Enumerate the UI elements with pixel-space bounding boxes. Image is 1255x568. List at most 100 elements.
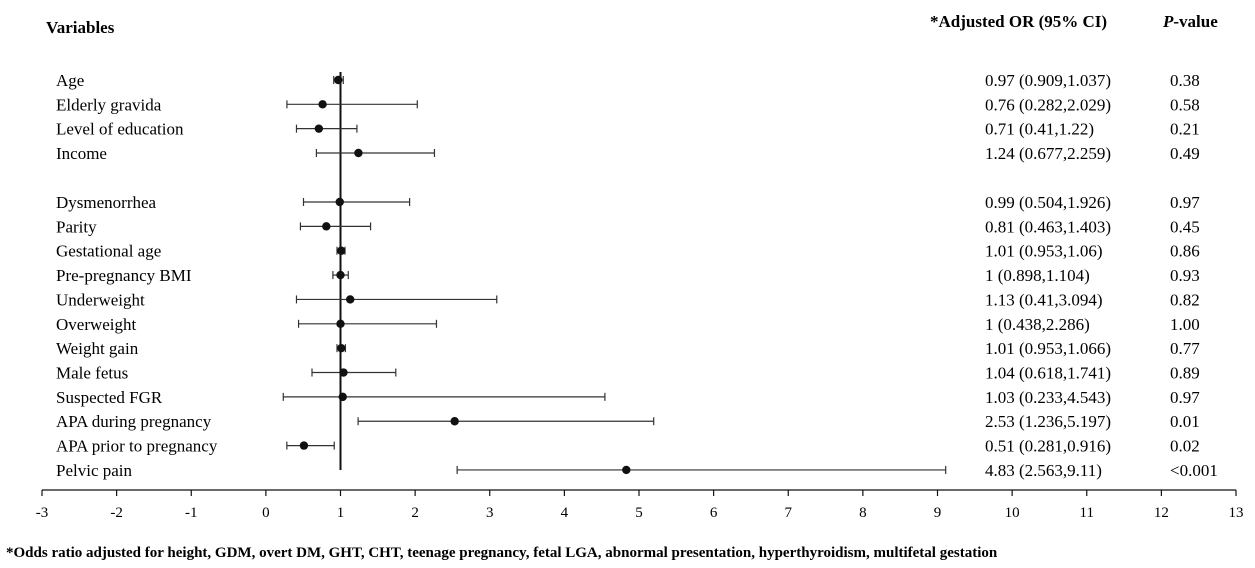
forest-row: Male fetus 1.04 (0.618,1.741) 0.89	[56, 364, 1200, 383]
forest-row: APA prior to pregnancy 0.51 (0.281,0.916)…	[56, 437, 1200, 456]
header-p-rest: -value	[1173, 12, 1218, 31]
forest-row: Age 0.97 (0.909,1.037) 0.38	[56, 71, 1200, 90]
x-tick-label: 11	[1080, 505, 1094, 521]
or-ci-text: 1.04 (0.618,1.741)	[985, 364, 1111, 383]
forest-row: Suspected FGR 1.03 (0.233,4.543) 0.97	[56, 388, 1200, 407]
or-point	[318, 100, 327, 109]
or-ci-text: 1.01 (0.953,1.066)	[985, 339, 1111, 358]
p-value-text: 0.97	[1170, 388, 1200, 407]
p-value-text: 0.58	[1170, 95, 1200, 114]
or-ci-text: 0.81 (0.463,1.403)	[985, 217, 1111, 236]
footnote: *Odds ratio adjusted for height, GDM, ov…	[6, 545, 998, 561]
p-value-text: 0.97	[1170, 193, 1200, 212]
forest-row: Pre-pregnancy BMI 1 (0.898,1.104) 0.93	[56, 266, 1200, 285]
x-tick-label: 1	[337, 505, 345, 521]
forest-row: Elderly gravida 0.76 (0.282,2.029) 0.58	[56, 95, 1200, 114]
or-point	[314, 124, 324, 133]
or-ci-text: 1.03 (0.233,4.543)	[985, 388, 1111, 407]
x-tick-label: 9	[934, 505, 942, 521]
row-label: Parity	[56, 217, 97, 236]
p-value-text: 0.86	[1170, 242, 1200, 261]
forest-row: Pelvic pain 4.83 (2.563,9.11) <0.001	[56, 461, 1218, 480]
or-point	[346, 295, 355, 304]
or-ci-text: 0.51 (0.281,0.916)	[985, 437, 1111, 456]
row-label: APA during pregnancy	[56, 412, 212, 431]
or-point	[335, 197, 344, 207]
row-label: Underweight	[56, 290, 145, 309]
row-label: Level of education	[56, 120, 184, 139]
p-value-text: 0.02	[1170, 437, 1200, 456]
forest-row: Level of education 0.71 (0.41,1.22) 0.21	[56, 120, 1200, 139]
or-point	[337, 246, 346, 255]
x-tick-label: 2	[411, 505, 419, 521]
or-point	[622, 465, 631, 475]
header-p-value: P-value	[1162, 12, 1218, 31]
p-value-text: 0.77	[1170, 339, 1200, 358]
row-label: Pelvic pain	[56, 461, 133, 480]
header-adjusted-or: *Adjusted OR (95% CI)	[930, 12, 1107, 31]
p-value-text: 0.01	[1170, 412, 1200, 431]
or-ci-text: 1.24 (0.677,2.259)	[985, 144, 1111, 163]
x-tick-label: 0	[262, 505, 270, 521]
x-tick-label: 7	[785, 505, 793, 521]
forest-row: Weight gain 1.01 (0.953,1.066) 0.77	[56, 339, 1200, 358]
or-point	[334, 75, 343, 85]
or-ci-text: 0.97 (0.909,1.037)	[985, 71, 1111, 90]
row-label: Male fetus	[56, 364, 128, 383]
row-label: APA prior to pregnancy	[56, 437, 218, 456]
or-ci-text: 2.53 (1.236,5.197)	[985, 412, 1111, 431]
p-value-text: <0.001	[1170, 461, 1218, 480]
x-tick-label: 8	[859, 505, 867, 521]
or-point	[337, 343, 346, 353]
x-tick-label: 10	[1005, 505, 1020, 521]
row-label: Overweight	[56, 315, 137, 334]
x-tick-label: 5	[635, 505, 643, 521]
or-point	[450, 417, 459, 426]
or-point	[339, 368, 348, 377]
x-tick-label: 3	[486, 505, 494, 521]
or-point	[354, 148, 363, 158]
or-ci-text: 1 (0.898,1.104)	[985, 266, 1090, 285]
forest-row: Gestational age 1.01 (0.953,1.06) 0.86	[56, 242, 1200, 261]
p-value-text: 0.82	[1170, 290, 1200, 309]
p-value-text: 0.45	[1170, 217, 1200, 236]
or-ci-text: 0.99 (0.504,1.926)	[985, 193, 1111, 212]
p-value-text: 0.89	[1170, 364, 1200, 383]
or-point	[299, 441, 309, 450]
x-tick-label: -3	[36, 505, 49, 521]
or-point	[338, 392, 347, 402]
row-label: Suspected FGR	[56, 388, 163, 407]
or-ci-text: 1.01 (0.953,1.06)	[985, 242, 1103, 261]
or-ci-text: 4.83 (2.563,9.11)	[985, 461, 1102, 480]
row-label: Dysmenorrhea	[56, 193, 157, 212]
rows-layer: Age 0.97 (0.909,1.037) 0.38 Elderly gravida…	[56, 71, 1218, 480]
forest-row: Overweight 1 (0.438,2.286) 1.00	[56, 315, 1200, 334]
p-value-text: 0.21	[1170, 120, 1200, 139]
header-variables: Variables	[46, 18, 115, 37]
row-label: Weight gain	[56, 339, 139, 358]
row-label: Age	[56, 71, 84, 90]
p-value-text: 0.93	[1170, 266, 1200, 285]
or-ci-text: 1 (0.438,2.286)	[985, 315, 1090, 334]
header-p-italic: P	[1162, 12, 1174, 31]
forest-row: Dysmenorrhea 0.99 (0.504,1.926) 0.97	[56, 193, 1200, 212]
forest-row: Underweight 1.13 (0.41,3.094) 0.82	[56, 290, 1200, 309]
x-tick-label: 12	[1154, 505, 1169, 521]
x-tick-label: 6	[710, 505, 718, 521]
p-value-text: 1.00	[1170, 315, 1200, 334]
x-tick-label: 13	[1229, 505, 1244, 521]
or-ci-text: 0.71 (0.41,1.22)	[985, 120, 1094, 139]
or-point	[322, 222, 331, 231]
p-value-text: 0.49	[1170, 144, 1200, 163]
or-point	[336, 270, 345, 280]
row-label: Pre-pregnancy BMI	[56, 266, 192, 285]
or-ci-text: 0.76 (0.282,2.029)	[985, 95, 1111, 114]
x-tick-label: -2	[110, 505, 123, 521]
forest-row: Income 1.24 (0.677,2.259) 0.49	[56, 144, 1200, 163]
x-tick-label: -1	[185, 505, 198, 521]
forest-row: Parity 0.81 (0.463,1.403) 0.45	[56, 217, 1200, 236]
p-value-text: 0.38	[1170, 71, 1200, 90]
x-tick-label: 4	[561, 505, 569, 521]
or-ci-text: 1.13 (0.41,3.094)	[985, 290, 1103, 309]
x-axis: -3 -2 -1 0 1 2 3 4 5 6 7 8 9 10 11 12 13	[36, 489, 1244, 521]
